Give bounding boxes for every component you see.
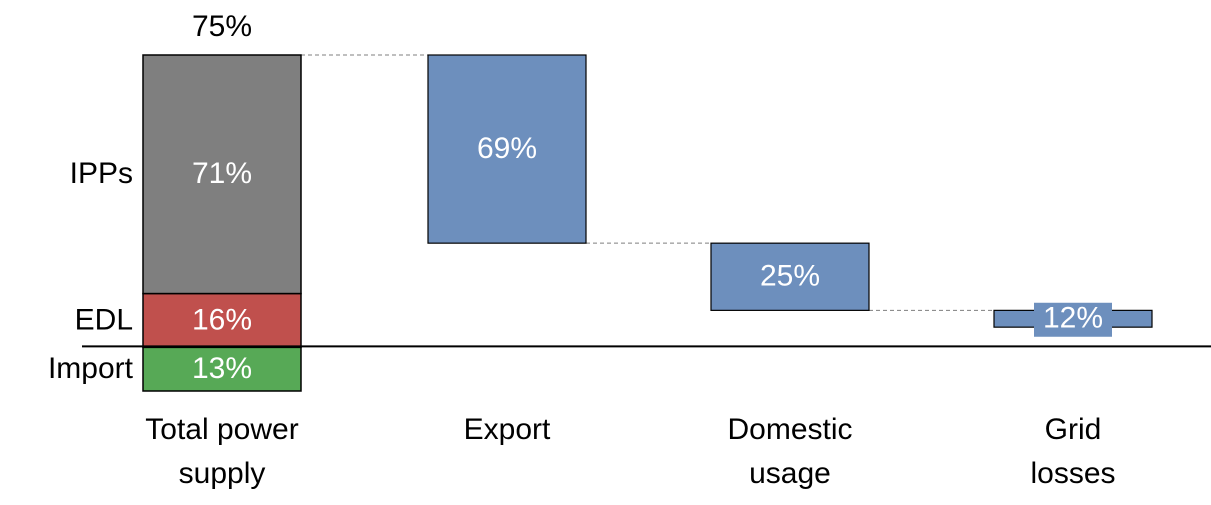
segment-value-label-edl: 16% bbox=[192, 303, 252, 336]
segment-name-label-import: Import bbox=[48, 352, 134, 385]
bar-segment-import bbox=[142, 346, 302, 392]
segment-value-label-import: 13% bbox=[192, 352, 252, 385]
category-label-domestic-usage-line-2: usage bbox=[749, 457, 831, 490]
segment-name-label-ipps: IPPs bbox=[70, 157, 133, 190]
segment-value-label-ipps: 71% bbox=[192, 157, 252, 190]
segment-name-label-edl: EDL bbox=[75, 303, 133, 336]
value-label-export: 69% bbox=[477, 132, 537, 165]
category-label-domestic-usage-line-1: Domestic bbox=[727, 413, 852, 446]
value-label-domestic-usage: 25% bbox=[760, 260, 820, 293]
category-label-export: Export bbox=[464, 413, 551, 446]
bar-segment-ipps bbox=[142, 54, 302, 295]
category-label-domestic-usage: Domestic usage bbox=[727, 413, 852, 490]
category-label-total-power-supply: Total power supply bbox=[145, 413, 298, 490]
category-label-grid-losses: Grid losses bbox=[1030, 413, 1115, 490]
bar-export bbox=[427, 54, 587, 244]
category-label-total-power-supply-line-2: supply bbox=[179, 457, 266, 490]
value-label-bg-grid-losses bbox=[1034, 302, 1112, 337]
total-value-label: 75% bbox=[192, 10, 252, 43]
category-label-grid-losses-line-1: Grid bbox=[1045, 413, 1102, 446]
bar-domestic-usage bbox=[710, 242, 870, 311]
value-label-grid-losses: 12% bbox=[1043, 302, 1103, 335]
bar-segment-edl bbox=[142, 292, 302, 349]
category-label-total-power-supply-line-1: Total power bbox=[145, 413, 298, 446]
category-label-grid-losses-line-2: losses bbox=[1030, 457, 1115, 490]
